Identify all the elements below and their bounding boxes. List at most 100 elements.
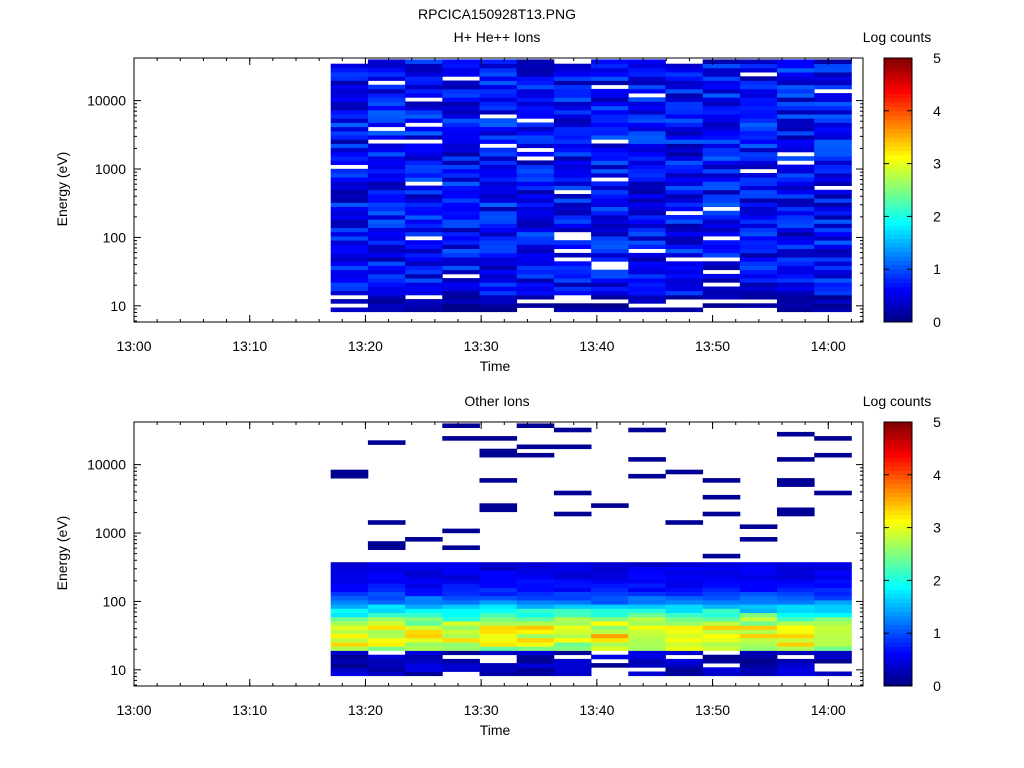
panel1-cell — [553, 223, 592, 228]
panel2-cell — [405, 633, 443, 639]
panel2-cell — [330, 473, 369, 479]
panel2-cell — [553, 671, 592, 677]
panel1-cell — [702, 63, 741, 69]
panel1-cell — [367, 97, 406, 102]
panel2-cell — [702, 553, 741, 559]
panel2-cell — [628, 591, 666, 597]
colorbar-segment — [884, 93, 912, 99]
x-tick-label: 13:00 — [116, 702, 151, 718]
panel2-cell — [628, 457, 666, 462]
panel2-cell — [405, 537, 443, 542]
panel1-cell — [739, 282, 778, 287]
colorbar-tick-label: 1 — [933, 625, 941, 641]
colorbar-segment — [884, 461, 912, 467]
panel1-cell — [814, 244, 852, 249]
panel1-cell — [516, 67, 555, 73]
panel1-cell — [702, 181, 741, 186]
panel1-cell — [405, 269, 443, 275]
panel1-cell — [739, 76, 778, 81]
panel1-cell — [367, 307, 406, 313]
panel1-cell — [330, 261, 369, 266]
panel2-cell — [442, 579, 480, 584]
panel1-cell — [814, 198, 852, 203]
panel2-cell — [367, 574, 406, 580]
panel1-cell — [665, 93, 704, 98]
panel1-cell — [777, 181, 815, 186]
panel1-cell — [777, 156, 815, 161]
colorbar-segment — [884, 624, 912, 630]
colorbar-segment — [884, 66, 912, 72]
panel1-cell — [442, 63, 480, 69]
panel1-cell — [777, 282, 815, 287]
panel1-cell — [628, 76, 666, 81]
panel2-cell — [777, 507, 815, 513]
panel1-cell — [553, 303, 592, 308]
panel2-cell — [814, 452, 852, 458]
panel2-cell — [628, 646, 666, 651]
panel1-cell — [628, 244, 666, 249]
colorbar-segment — [884, 426, 912, 432]
panel1-cell — [330, 130, 369, 136]
panel1-cell — [739, 109, 778, 115]
panel1-cell — [739, 206, 778, 212]
panel1-cell — [665, 139, 704, 144]
panel1-cell — [591, 273, 629, 279]
panel1-cell — [591, 290, 629, 296]
colorbar-segment — [884, 444, 912, 449]
panel1-cell — [739, 286, 778, 292]
panel1-cell — [665, 265, 704, 271]
panel1-cell — [665, 198, 704, 203]
panel2-cell — [367, 671, 406, 677]
panel2-cell — [814, 570, 852, 576]
panel2-cell — [516, 650, 555, 656]
colorbar-tick-label: 4 — [933, 467, 941, 483]
colorbar-segment — [884, 558, 912, 564]
panel2-cell — [442, 545, 480, 550]
panel1-cell — [516, 76, 555, 81]
panel1-cell — [814, 76, 852, 81]
panel1-cell — [702, 294, 741, 300]
panel1-cell — [777, 105, 815, 111]
panel1-cell — [330, 210, 369, 216]
colorbar-segment — [884, 598, 912, 603]
panel1-cell — [442, 151, 480, 157]
colorbar-segment — [884, 190, 912, 195]
panel1-cell — [739, 151, 778, 157]
panel1-cell — [442, 59, 480, 64]
panel1-cell — [479, 257, 518, 262]
panel2-cell — [553, 646, 592, 651]
panel2-cell — [442, 637, 480, 643]
panel2-cell — [702, 629, 741, 635]
panel1-cell — [516, 206, 555, 212]
panel2-cell — [777, 482, 815, 487]
panel2-cell — [405, 600, 443, 605]
panel1-cell — [777, 109, 815, 115]
panel1-cell — [516, 244, 555, 249]
panel1-cell — [665, 194, 704, 199]
panel1-cell — [553, 265, 592, 271]
panel1-cell — [442, 156, 480, 161]
panel1-cell — [702, 261, 741, 266]
panel1-cell — [814, 181, 852, 186]
panel1-cell — [739, 236, 778, 241]
panel1-cell — [702, 67, 741, 73]
panel2-cell — [405, 629, 443, 635]
panel1-cell — [553, 269, 592, 275]
panel1-cell — [405, 265, 443, 271]
panel1-cell — [442, 303, 480, 308]
panel2-cell — [591, 625, 629, 630]
colorbar-segment — [884, 264, 912, 270]
colorbar-segment — [884, 106, 912, 112]
panel2-cell — [814, 616, 852, 622]
panel2-cell — [591, 566, 629, 571]
panel1-cell — [665, 282, 704, 287]
panel1-cell — [591, 227, 629, 233]
panel1-cell — [591, 215, 629, 220]
panel2-cell — [405, 583, 443, 588]
panel1-cell — [553, 185, 592, 191]
panel1-cell — [628, 278, 666, 283]
panel1-cell — [553, 80, 592, 86]
panel2-cell — [516, 658, 555, 664]
panel2-cell — [367, 608, 406, 613]
panel2-cell — [739, 637, 778, 643]
